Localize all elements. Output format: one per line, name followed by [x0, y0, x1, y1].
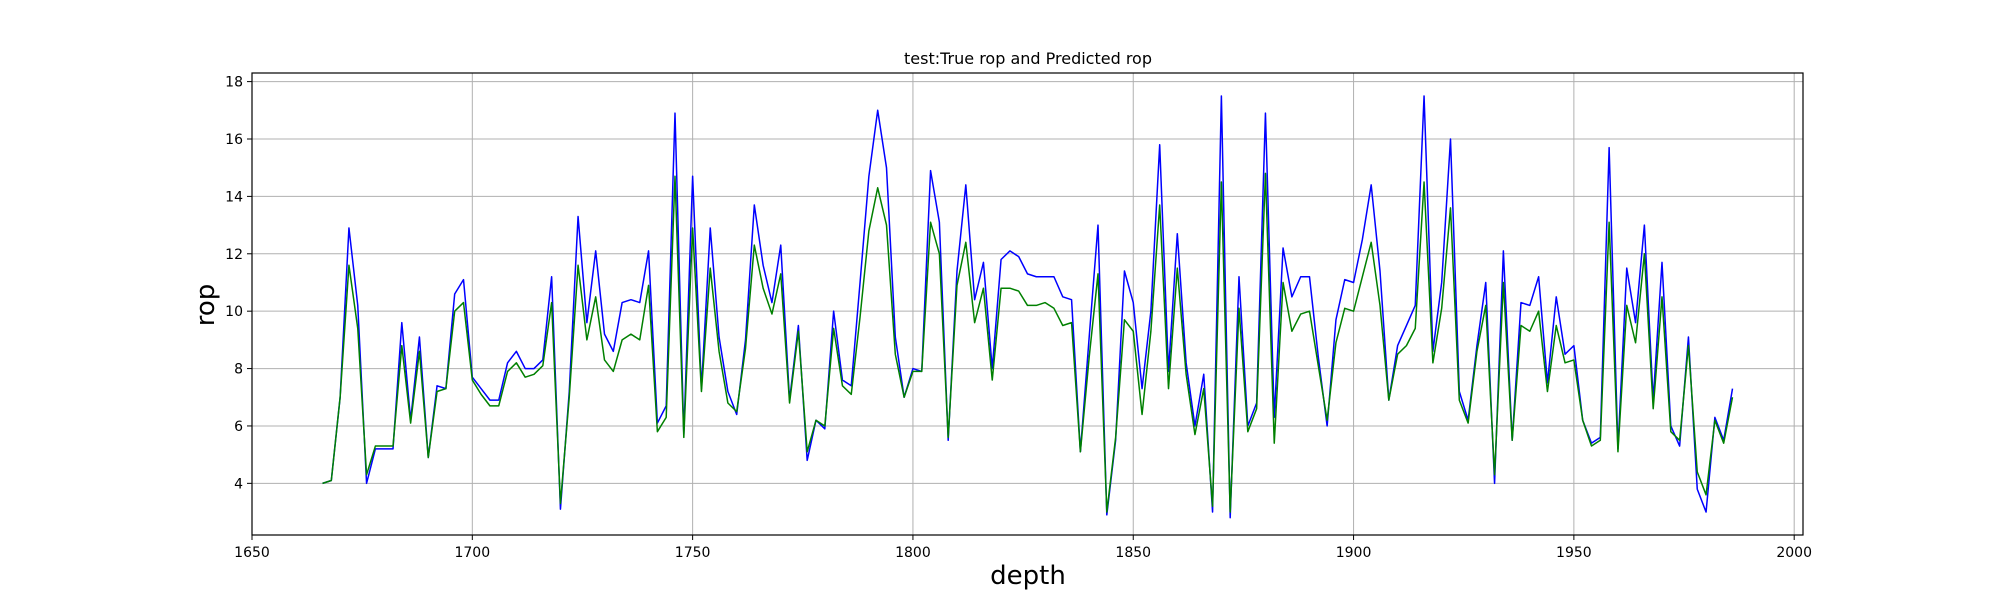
y-tick-label: 4: [234, 476, 243, 492]
x-axis-label: depth: [990, 561, 1066, 591]
y-tick-label: 8: [234, 362, 243, 378]
x-tick-label: 1950: [1556, 545, 1592, 561]
y-axis: 4 6 8 10 12 14 16 18: [225, 75, 252, 492]
series-line-1: [322, 95, 1734, 519]
x-tick-label: 1750: [675, 545, 711, 561]
y-tick-label: 18: [225, 75, 243, 91]
y-axis-label: rop: [191, 284, 221, 327]
y-tick-label: 12: [225, 247, 243, 263]
chart-title: test:True rop and Predicted rop: [904, 49, 1152, 68]
x-axis: 1650 1700 1750 1800 1850 1900 1950 2000: [234, 535, 1812, 561]
plot-frame: [251, 72, 1804, 536]
series-line-2: [322, 172, 1734, 513]
x-tick-label: 1800: [895, 545, 931, 561]
x-tick-label: 1850: [1115, 545, 1151, 561]
x-tick-label: 1650: [234, 545, 270, 561]
x-tick-label: 1700: [454, 545, 490, 561]
series-lines: [322, 95, 1734, 519]
y-tick-label: 6: [234, 419, 243, 435]
y-tick-label: 16: [225, 132, 243, 148]
x-tick-label: 1900: [1336, 545, 1372, 561]
x-tick-label: 2000: [1776, 545, 1812, 561]
y-tick-label: 14: [225, 189, 243, 205]
y-tick-label: 10: [225, 304, 243, 320]
